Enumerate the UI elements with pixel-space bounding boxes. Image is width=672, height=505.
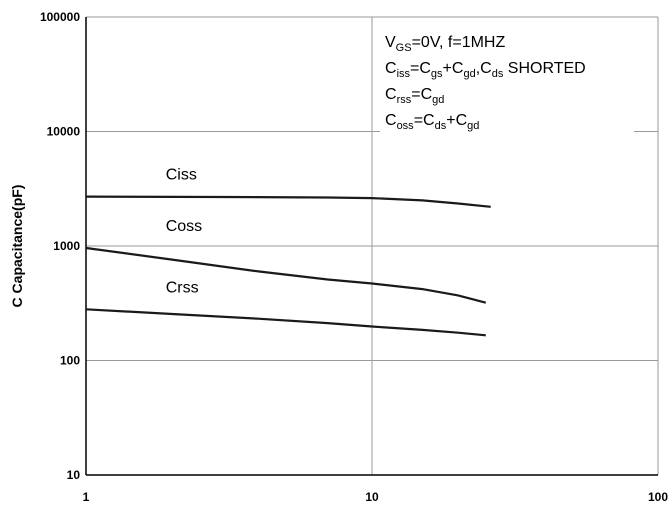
- test-conditions-annotation: VGS=0V, f=1MHZ Ciss=Cgs+Cgd,Cds SHORTED Cr…: [380, 24, 634, 148]
- series-line-coss: [85, 246, 487, 304]
- plot-frame: [85, 17, 658, 476]
- y-tick-labels: 10 100 1000 10000 100000: [40, 10, 80, 482]
- annotation-background: [380, 24, 634, 148]
- annotation-line-2: Ciss=Cgs+Cgd,Cds SHORTED: [385, 60, 586, 80]
- y-tick-label: 100: [60, 354, 80, 368]
- annotation-line-3: Crss=Cgd: [385, 86, 444, 106]
- annotation-line-4: Coss=Cds+Cgd: [385, 112, 479, 132]
- y-tick-label: 10: [67, 468, 81, 482]
- x-tick-labels: 1 10 100: [83, 490, 669, 504]
- annotation-line-1: VGS=0V, f=1MHZ: [385, 34, 505, 54]
- x-tick-label: 10: [365, 490, 379, 504]
- series-line-crss: [85, 308, 486, 337]
- series-line-ciss: [85, 195, 491, 208]
- y-axis-label: C Capacitance(pF): [9, 185, 25, 308]
- series-label-crss: Crss: [166, 279, 199, 296]
- series-lines: [85, 195, 491, 337]
- series-label-ciss: Ciss: [166, 167, 197, 184]
- x-tick-label: 100: [648, 490, 668, 504]
- y-tick-label: 10000: [47, 125, 81, 139]
- y-tick-label: 100000: [40, 10, 80, 24]
- series-label-coss: Coss: [166, 218, 202, 235]
- x-tick-label: 1: [83, 490, 90, 504]
- y-tick-label: 1000: [53, 239, 80, 253]
- series-labels: Ciss Coss Crss: [166, 167, 202, 297]
